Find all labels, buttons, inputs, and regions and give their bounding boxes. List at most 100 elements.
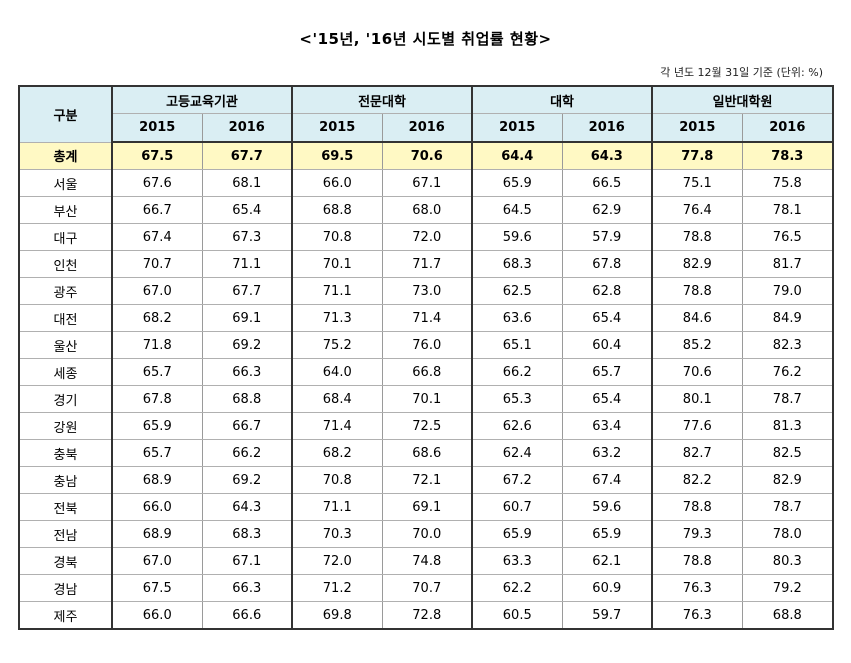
- value-cell: 69.2: [201, 331, 294, 359]
- region-cell: 울산: [18, 331, 113, 359]
- value-cell: 62.1: [561, 547, 654, 575]
- value-cell: 67.6: [111, 169, 203, 197]
- value-cell: 65.7: [561, 358, 654, 386]
- value-cell: 70.8: [291, 466, 383, 494]
- value-cell: 70.6: [381, 141, 474, 170]
- value-cell: 68.0: [381, 196, 474, 224]
- value-cell: 65.7: [111, 439, 203, 467]
- value-cell: 60.5: [471, 601, 563, 630]
- region-cell: 세종: [18, 358, 113, 386]
- region-cell: 충북: [18, 439, 113, 467]
- region-cell: 전북: [18, 493, 113, 521]
- value-cell: 79.0: [741, 277, 835, 305]
- value-cell: 66.7: [111, 196, 203, 224]
- value-cell: 67.5: [111, 574, 203, 602]
- value-cell: 66.0: [291, 169, 383, 197]
- value-cell: 75.2: [291, 331, 383, 359]
- value-cell: 68.8: [741, 601, 835, 630]
- value-cell: 62.6: [471, 412, 563, 440]
- region-cell: 인천: [18, 250, 113, 278]
- value-cell: 71.1: [291, 493, 383, 521]
- value-cell: 78.3: [741, 141, 835, 170]
- value-cell: 71.4: [291, 412, 383, 440]
- value-cell: 71.3: [291, 304, 383, 332]
- value-cell: 84.6: [651, 304, 743, 332]
- label-header: 구분: [18, 85, 113, 143]
- value-cell: 62.8: [561, 277, 654, 305]
- value-cell: 70.1: [291, 250, 383, 278]
- value-cell: 68.3: [471, 250, 563, 278]
- value-cell: 79.3: [651, 520, 743, 548]
- table-row: 경북 67.0 67.1 72.0 74.8 63.3 62.1 78.8 80.3: [18, 547, 835, 575]
- value-cell: 78.7: [741, 493, 835, 521]
- value-cell: 70.6: [651, 358, 743, 386]
- value-cell: 66.6: [201, 601, 294, 630]
- year-header: 2016: [741, 113, 835, 143]
- value-cell: 64.4: [471, 141, 563, 170]
- value-cell: 82.2: [651, 466, 743, 494]
- value-cell: 62.5: [471, 277, 563, 305]
- value-cell: 66.5: [561, 169, 654, 197]
- value-cell: 67.8: [111, 385, 203, 413]
- value-cell: 67.4: [111, 223, 203, 251]
- region-cell: 전남: [18, 520, 113, 548]
- value-cell: 69.8: [291, 601, 383, 630]
- value-cell: 68.8: [291, 196, 383, 224]
- region-cell: 경북: [18, 547, 113, 575]
- value-cell: 70.1: [381, 385, 474, 413]
- value-cell: 65.4: [561, 304, 654, 332]
- value-cell: 82.9: [741, 466, 835, 494]
- table-row: 울산 71.8 69.2 75.2 76.0 65.1 60.4 85.2 82.3: [18, 331, 835, 359]
- value-cell: 78.1: [741, 196, 835, 224]
- value-cell: 81.7: [741, 250, 835, 278]
- region-cell: 부산: [18, 196, 113, 224]
- value-cell: 70.3: [291, 520, 383, 548]
- region-cell: 대전: [18, 304, 113, 332]
- value-cell: 71.8: [111, 331, 203, 359]
- value-cell: 76.5: [741, 223, 835, 251]
- year-header: 2015: [291, 113, 383, 143]
- value-cell: 76.4: [651, 196, 743, 224]
- value-cell: 65.3: [471, 385, 563, 413]
- value-cell: 64.0: [291, 358, 383, 386]
- value-cell: 66.2: [201, 439, 294, 467]
- page-title: <'15년, '16년 시도별 취업률 현황>: [299, 30, 552, 48]
- value-cell: 65.7: [111, 358, 203, 386]
- value-cell: 68.4: [291, 385, 383, 413]
- value-cell: 66.8: [381, 358, 474, 386]
- value-cell: 59.6: [471, 223, 563, 251]
- table-row: 광주 67.0 67.7 71.1 73.0 62.5 62.8 78.8 79.0: [18, 277, 835, 305]
- value-cell: 67.3: [201, 223, 294, 251]
- value-cell: 82.7: [651, 439, 743, 467]
- value-cell: 75.8: [741, 169, 835, 197]
- value-cell: 68.9: [111, 520, 203, 548]
- value-cell: 68.8: [201, 385, 294, 413]
- value-cell: 66.7: [201, 412, 294, 440]
- value-cell: 66.0: [111, 493, 203, 521]
- value-cell: 68.3: [201, 520, 294, 548]
- value-cell: 68.2: [111, 304, 203, 332]
- value-cell: 82.9: [651, 250, 743, 278]
- table-row: 인천 70.7 71.1 70.1 71.7 68.3 67.8 82.9 81.7: [18, 250, 835, 278]
- value-cell: 80.3: [741, 547, 835, 575]
- group-header: 대학: [471, 85, 654, 114]
- value-cell: 72.5: [381, 412, 474, 440]
- value-cell: 67.2: [471, 466, 563, 494]
- value-cell: 78.8: [651, 547, 743, 575]
- table-row: 대전 68.2 69.1 71.3 71.4 63.6 65.4 84.6 84.9: [18, 304, 835, 332]
- table-row: 충북 65.7 66.2 68.2 68.6 62.4 63.2 82.7 82.5: [18, 439, 835, 467]
- value-cell: 65.9: [471, 520, 563, 548]
- value-cell: 64.3: [201, 493, 294, 521]
- value-cell: 68.2: [291, 439, 383, 467]
- value-cell: 67.1: [201, 547, 294, 575]
- value-cell: 63.3: [471, 547, 563, 575]
- group-header: 전문대학: [291, 85, 474, 114]
- year-header: 2016: [201, 113, 294, 143]
- value-cell: 75.1: [651, 169, 743, 197]
- value-cell: 65.9: [561, 520, 654, 548]
- year-header: 2015: [111, 113, 203, 143]
- value-cell: 69.2: [201, 466, 294, 494]
- value-cell: 71.7: [381, 250, 474, 278]
- value-cell: 59.7: [561, 601, 654, 630]
- value-cell: 82.3: [741, 331, 835, 359]
